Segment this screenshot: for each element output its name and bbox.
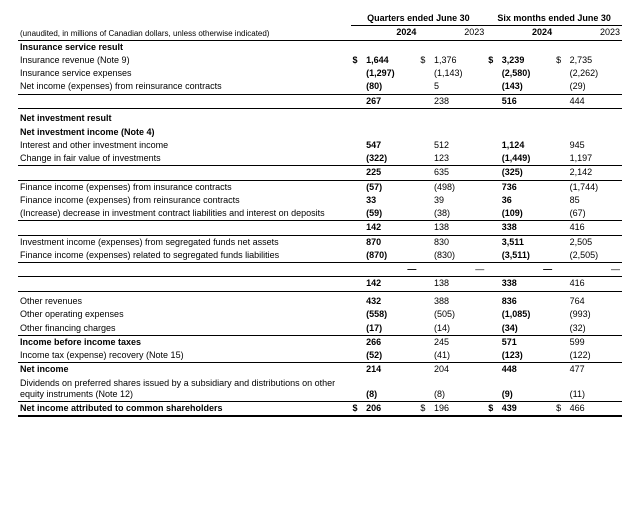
row-cfv: Change in fair value of investments (322… (18, 152, 622, 166)
hdr-sixmonths: Six months ended June 30 (486, 12, 622, 26)
row-nii-header: Net investment income (Note 4) (18, 126, 622, 139)
row-isr-sub: 267 238 516 444 (18, 94, 622, 108)
hdr-quarters: Quarters ended June 30 (351, 12, 487, 26)
row-int-inc: Interest and other investment income 547… (18, 139, 622, 152)
row-ins-exp: Insurance service expenses (1,297) (1,14… (18, 67, 622, 80)
row-seg-sub: — — — — (18, 263, 622, 277)
row-inc-dec: (Increase) decrease in investment contra… (18, 207, 622, 221)
income-statement-table: Quarters ended June 30 Six months ended … (18, 12, 622, 417)
row-fin-ins: Finance income (expenses) from insurance… (18, 180, 622, 194)
hdr-unaudited: (unaudited, in millions of Canadian doll… (18, 26, 351, 40)
header-group-row: Quarters ended June 30 Six months ended … (18, 12, 622, 26)
hdr-s23: 2023 (568, 26, 622, 40)
row-fin-re: Finance income (expenses) from reinsuran… (18, 194, 622, 207)
row-seg-l: Finance income (expenses) related to seg… (18, 249, 622, 263)
hdr-q23: 2023 (432, 26, 486, 40)
row-isr-header: Insurance service result (18, 40, 622, 54)
row-ni: Net income 214 204 448 477 (18, 363, 622, 377)
row-oth-fin: Other financing charges (17) (14) (34) (… (18, 322, 622, 336)
row-nir-header: Net investment result (18, 112, 622, 125)
hdr-q24: 2024 (364, 26, 418, 40)
row-seg-a: Investment income (expenses) from segreg… (18, 235, 622, 249)
row-nir-sub2: 142 138 338 416 (18, 277, 622, 291)
row-oth-exp: Other operating expenses (558) (505) (1,… (18, 308, 622, 321)
row-niac: Net income attributed to common sharehol… (18, 402, 622, 417)
row-tax: Income tax (expense) recovery (Note 15) … (18, 349, 622, 363)
row-nii-sub: 225 635 (325) 2,142 (18, 166, 622, 180)
row-ibt: Income before income taxes 266 245 571 5… (18, 335, 622, 349)
row-oth-rev: Other revenues 432 388 836 764 (18, 295, 622, 308)
row-ins-rev: Insurance revenue (Note 9) $1,644 $1,376… (18, 54, 622, 67)
row-reins: Net income (expenses) from reinsurance c… (18, 80, 622, 94)
row-div: Dividends on preferred shares issued by … (18, 377, 622, 402)
header-year-row: (unaudited, in millions of Canadian doll… (18, 26, 622, 40)
row-nir-sub1: 142 138 338 416 (18, 221, 622, 235)
hdr-s24: 2024 (500, 26, 554, 40)
